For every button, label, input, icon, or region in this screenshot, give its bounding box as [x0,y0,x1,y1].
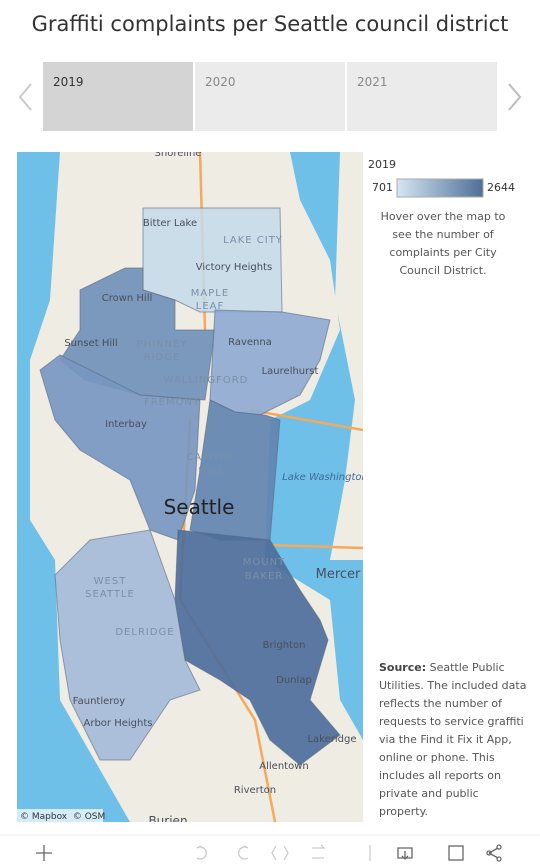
map-label: FREMONT [144,397,200,408]
tab[interactable]: 2021 [347,62,497,131]
share-node [496,856,502,862]
legend-max: 2644 [487,181,515,194]
source: Source: Seattle Public Utilities. The in… [379,659,527,821]
undo[interactable] [196,845,207,860]
source-text: Seattle Public Utilities. The included d… [379,661,527,818]
map-label: Kenmore [308,144,352,155]
map-label: Burien [148,814,187,828]
share-node [486,850,492,856]
refresh[interactable] [312,844,326,859]
map-label: LEAF [196,301,224,312]
map-label: SEATTLE [85,589,135,600]
map-label: PHINNEY [137,339,188,350]
share-node [496,844,502,850]
legend-title: 2019 [368,158,396,171]
legend-min: 701 [372,181,393,194]
land [330,152,363,560]
map-label: LAKE CITY [223,235,283,246]
map-label: Ravenna [228,337,272,348]
map-label: Arbor Heights [84,718,153,729]
map-label: MAPLE [191,288,229,299]
map-label: Bitter Lake [143,218,197,229]
source-label: Source: [379,661,427,674]
revert[interactable] [271,845,289,861]
map-label: Seattle [164,495,235,519]
attribution-bg [17,809,103,822]
map-label: WEST [94,576,127,587]
prev-arrow[interactable] [18,83,32,111]
map-label: Sunset Hill [64,338,117,349]
toolbar-icon[interactable] [36,845,52,861]
map-label: Lake Washington [282,472,368,483]
map-label: CAPITOL [186,452,235,463]
map-label: WALLINGFORD [164,375,249,386]
fullscreen[interactable] [448,845,464,861]
map-label: Shoreline [155,148,202,159]
redo[interactable] [238,845,249,860]
title: Graffiti complaints per Seattle council … [31,12,509,36]
map-label: Victory Heights [196,262,272,273]
map-label: Interbay [105,419,147,430]
map-label: HILL [198,466,224,477]
map-label: Laurelhurst [262,366,319,377]
tab[interactable]: 2020 [195,62,345,131]
map-label: Brighton [263,640,306,651]
map-label: Mercer [316,567,361,582]
next-arrow[interactable] [508,83,522,111]
hover-text: Hover over the map to see the number of … [380,210,506,277]
district[interactable] [54,529,201,761]
map[interactable]: Shoreline Kenmore Bitter Lake LAKE CITY … [17,144,368,828]
map-label: Riverton [234,785,276,796]
map-label: BAKER [245,571,284,582]
map-label: Lakeridge [307,734,356,745]
legend-ramp [396,178,484,198]
map-label: DELRIDGE [115,627,174,638]
map-label: Dunlap [276,675,312,686]
map-label: Crown Hill [102,293,153,304]
tab[interactable]: 2019 [43,62,193,131]
map-label: MOUNT [243,557,285,568]
map-label: RIDGE [144,352,181,363]
map-label: Allentown [259,761,308,772]
district[interactable] [174,529,341,766]
map-label: Fauntleroy [73,696,125,707]
download[interactable] [397,847,413,860]
attribution: © Mapbox © OSM [20,812,105,822]
